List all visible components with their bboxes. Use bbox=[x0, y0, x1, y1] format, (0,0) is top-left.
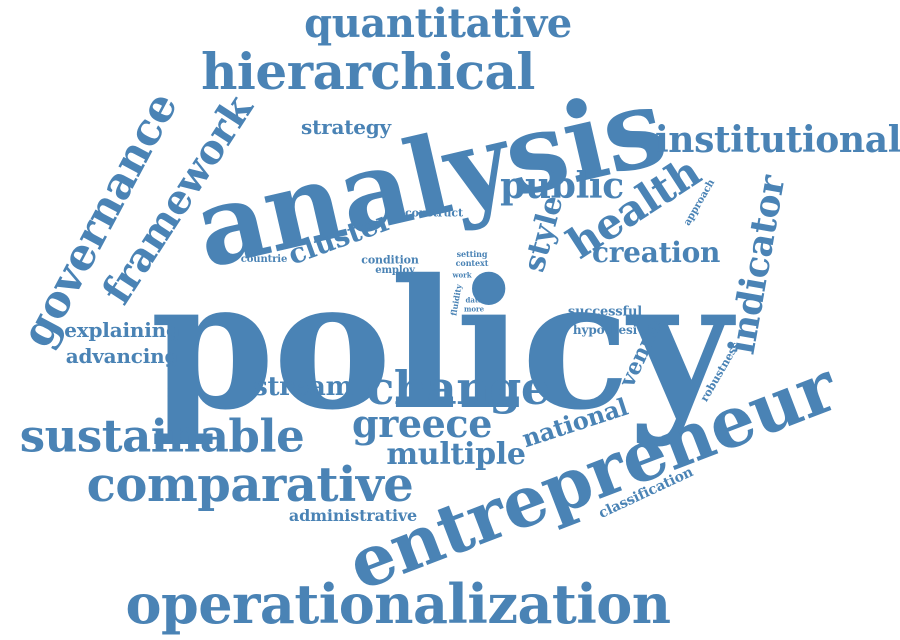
word-operationalization: operationalization bbox=[125, 572, 672, 636]
word-setting: setting bbox=[456, 249, 488, 259]
word-context: context bbox=[455, 258, 489, 268]
word-administrative: administrative bbox=[288, 506, 418, 525]
word-indicator: indicator bbox=[720, 172, 794, 358]
word-sustainable: sustainable bbox=[19, 409, 305, 463]
word-hierarchical: hierarchical bbox=[201, 42, 535, 101]
word-condition: condition bbox=[361, 253, 419, 267]
word-multiple: multiple bbox=[386, 437, 526, 472]
word-quantitative: quantitative bbox=[304, 0, 572, 47]
word-policy: policy bbox=[150, 240, 731, 449]
word-more: more bbox=[464, 304, 484, 314]
word-work: work bbox=[452, 270, 472, 280]
word-creation: creation bbox=[591, 236, 721, 269]
word-comparative: comparative bbox=[86, 457, 414, 513]
word-data: data bbox=[465, 295, 483, 305]
word-strategy: strategy bbox=[301, 115, 391, 139]
word-greece: greece bbox=[352, 401, 492, 446]
word-hypothesi: hypothesi bbox=[572, 323, 638, 337]
word-advancing: advancing bbox=[65, 344, 179, 368]
word-explaining: explaining bbox=[64, 318, 180, 342]
word-countrie: countrie bbox=[240, 254, 288, 265]
word-public: public bbox=[500, 165, 624, 207]
word-institutional: institutional bbox=[654, 119, 900, 161]
word-construct: construct bbox=[405, 206, 463, 220]
word-employ: employ bbox=[375, 265, 415, 276]
word-successful: successful bbox=[567, 304, 643, 320]
word-stream: stream bbox=[253, 372, 353, 402]
word-change: change bbox=[366, 361, 550, 415]
